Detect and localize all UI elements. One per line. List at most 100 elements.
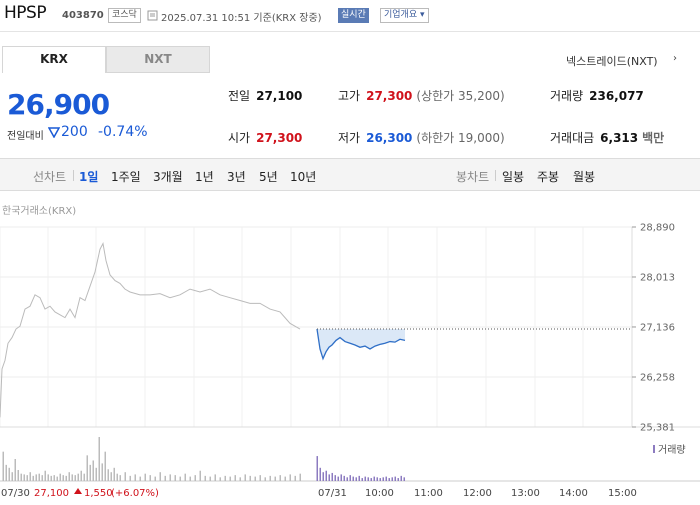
company-info-button[interactable]: 기업개요 ▾: [380, 8, 429, 23]
prev-close-value: 27,100: [34, 488, 69, 499]
period-bar: 선차트 1일 1주일 3개월 1년 3년 5년 10년 봉차트 일봉 주봉 월봉: [0, 158, 700, 191]
stat-prev-close: 전일 27,100: [228, 89, 303, 103]
y-tick-label: 28,013: [640, 272, 675, 283]
period-1w[interactable]: 1주일: [111, 170, 141, 184]
line-chart-label: 선차트: [33, 170, 67, 184]
volume-bar: [249, 475, 251, 481]
volume-bar: [110, 472, 112, 481]
series-line-07-31: [316, 328, 406, 361]
volume-bar: [154, 476, 156, 481]
volume-bar: [134, 474, 136, 481]
volume-bar: [337, 476, 339, 481]
data-source: 한국거래소(KRX): [2, 206, 77, 217]
clock-icon: [147, 10, 158, 21]
volume-bar: [77, 473, 79, 481]
x-tick-label: 12:00: [463, 488, 492, 499]
volume-bar: [289, 474, 291, 481]
volume-bar: [116, 473, 118, 481]
y-tick-label: 28,890: [640, 223, 675, 234]
volume-bar: [274, 476, 276, 481]
change-label: 전일대비: [7, 131, 44, 142]
volume-bar: [299, 473, 301, 481]
stock-name: HPSP: [4, 3, 47, 23]
down-triangle-icon: [48, 127, 60, 138]
volume-bar: [189, 476, 191, 481]
stock-header: HPSP 403870 코스닥 2025.07.31 10:51 기준(KRX …: [0, 0, 700, 32]
volume-bar: [44, 470, 46, 481]
candle-daily[interactable]: 일봉: [502, 170, 525, 184]
volume-bar: [264, 477, 266, 481]
volume-bar: [179, 476, 181, 481]
exchange-tabs: KRX NXT: [2, 46, 210, 73]
volume-bar: [41, 475, 43, 481]
volume-bar: [361, 478, 363, 481]
nextrade-link[interactable]: 넥스트레이드(NXT): [566, 55, 658, 68]
volume-bar: [214, 474, 216, 481]
volume-legend-swatch: [653, 445, 655, 453]
volume-bar: [8, 467, 10, 481]
volume-bar: [26, 475, 28, 481]
y-tick-label: 25,381: [640, 423, 675, 434]
volume-bar: [80, 470, 82, 481]
x-tick-label: 11:00: [414, 488, 443, 499]
x-tick-label: 07/31: [318, 488, 347, 499]
volume-bar: [95, 467, 97, 481]
realtime-button[interactable]: 실시간: [338, 8, 369, 23]
volume-bar: [239, 477, 241, 481]
candle-chart-label: 봉차트: [456, 170, 490, 184]
volume-bar: [86, 455, 88, 481]
volume-bar: [382, 477, 384, 481]
current-price: 26,900: [7, 88, 110, 121]
volume-bar: [294, 475, 296, 481]
stock-code: 403870: [62, 10, 104, 21]
volume-bar: [364, 476, 366, 481]
volume-bar: [17, 470, 19, 481]
period-5y[interactable]: 5년: [259, 170, 278, 184]
volume-bar: [379, 478, 381, 481]
period-1y[interactable]: 1년: [195, 170, 214, 184]
tab-krx[interactable]: KRX: [2, 46, 106, 73]
volume-bar: [5, 464, 7, 481]
stat-low: 저가 26,300 (하한가 19,000): [338, 131, 505, 145]
volume-bar: [119, 475, 121, 481]
volume-bar: [358, 475, 360, 481]
volume-bar: [343, 475, 345, 481]
volume-bar: [169, 474, 171, 481]
volume-bar: [284, 476, 286, 481]
volume-bar: [104, 451, 106, 481]
volume-bar: [322, 472, 324, 481]
x-tick-label: 13:00: [511, 488, 540, 499]
series-line-07-30: [0, 242, 301, 418]
volume-bar: [29, 472, 31, 481]
volume-bar: [71, 474, 73, 481]
x-tick-label: 10:00: [365, 488, 394, 499]
tab-nxt[interactable]: NXT: [106, 46, 210, 73]
period-3y[interactable]: 3년: [227, 170, 246, 184]
stat-high: 고가 27,300 (상한가 35,200): [338, 89, 505, 103]
volume-bar: [254, 476, 256, 481]
volume-bar: [149, 475, 151, 481]
volume-bar: [174, 475, 176, 481]
period-3m[interactable]: 3개월: [153, 170, 183, 184]
candle-weekly[interactable]: 주봉: [537, 170, 560, 184]
volume-bar: [334, 475, 336, 481]
volume-bar: [325, 470, 327, 481]
volume-bar: [56, 476, 58, 481]
volume-bar: [101, 463, 103, 481]
period-1d[interactable]: 1일: [79, 170, 99, 184]
volume-bar: [68, 472, 70, 481]
price-change-pct: -0.74%: [98, 124, 148, 140]
chevron-right-icon[interactable]: ›: [673, 53, 677, 64]
volume-bar: [331, 472, 333, 481]
volume-bar: [2, 451, 4, 481]
volume-bar: [129, 475, 131, 481]
volume-bar: [370, 478, 372, 481]
candle-monthly[interactable]: 월봉: [573, 170, 596, 184]
volume-bar: [83, 473, 85, 481]
up-triangle-icon: [74, 488, 82, 494]
volume-bar: [391, 477, 393, 481]
period-10y[interactable]: 10년: [290, 170, 317, 184]
volume-bar: [62, 475, 64, 481]
volume-bar: [38, 473, 40, 481]
